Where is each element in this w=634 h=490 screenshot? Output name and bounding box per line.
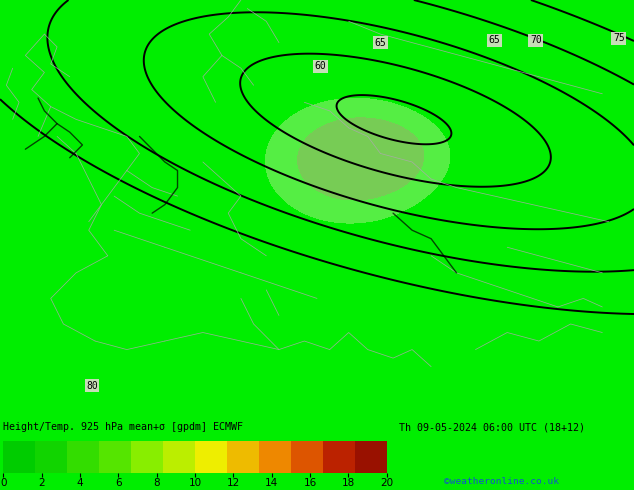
Text: 80: 80	[86, 381, 98, 391]
Bar	[35, 441, 67, 473]
Bar	[355, 441, 387, 473]
Text: 60: 60	[314, 61, 326, 71]
Bar	[259, 441, 291, 473]
Text: 65: 65	[375, 38, 386, 48]
Text: 65: 65	[489, 35, 500, 46]
Bar	[67, 441, 99, 473]
Bar	[291, 441, 323, 473]
Text: 75: 75	[613, 33, 624, 44]
Bar	[163, 441, 195, 473]
Text: ©weatheronline.co.uk: ©weatheronline.co.uk	[444, 477, 559, 486]
Text: 70: 70	[530, 35, 541, 46]
Text: Height/Temp. 925 hPa mean+σ [gpdm] ECMWF: Height/Temp. 925 hPa mean+σ [gpdm] ECMWF	[3, 422, 243, 432]
Bar	[99, 441, 131, 473]
Bar	[227, 441, 259, 473]
Bar	[323, 441, 355, 473]
Bar	[131, 441, 163, 473]
Bar	[3, 441, 35, 473]
Text: Th 09-05-2024 06:00 UTC (18+12): Th 09-05-2024 06:00 UTC (18+12)	[399, 422, 585, 432]
Bar	[195, 441, 227, 473]
